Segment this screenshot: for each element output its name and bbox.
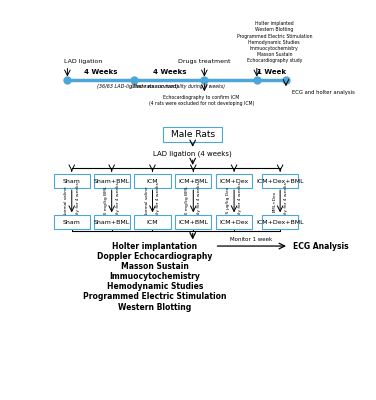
Text: Sham: Sham	[63, 220, 81, 224]
Text: 10 mg/kg BML: 10 mg/kg BML	[104, 186, 108, 217]
Text: ICM+Dex: ICM+Dex	[220, 220, 249, 224]
Text: (There was no mortality during 4 weeks): (There was no mortality during 4 weeks)	[131, 84, 225, 89]
Text: Daily for 4 weeks: Daily for 4 weeks	[238, 183, 242, 220]
Text: ICM+Dex+BML: ICM+Dex+BML	[256, 178, 304, 184]
FancyBboxPatch shape	[175, 215, 211, 229]
Text: Programmed Electric Stimulation: Programmed Electric Stimulation	[83, 292, 227, 301]
FancyBboxPatch shape	[164, 127, 222, 142]
Text: Daily for 4 weeks: Daily for 4 weeks	[197, 183, 201, 220]
FancyBboxPatch shape	[54, 215, 90, 229]
Text: Daily for 4 weeks: Daily for 4 weeks	[156, 183, 160, 220]
Text: Hemodynamic Studies: Hemodynamic Studies	[107, 282, 203, 291]
Text: LAD ligation: LAD ligation	[65, 59, 103, 64]
Text: Daily for 4 weeks: Daily for 4 weeks	[284, 183, 288, 220]
Text: Male Rats: Male Rats	[171, 130, 215, 139]
Text: 4 Weeks: 4 Weeks	[153, 69, 186, 75]
FancyBboxPatch shape	[135, 215, 171, 229]
Text: 25 μg/kg Dex: 25 μg/kg Dex	[226, 187, 230, 216]
FancyBboxPatch shape	[262, 215, 298, 229]
Text: Sham+BML: Sham+BML	[94, 220, 130, 224]
Text: Doppler Echocardiography: Doppler Echocardiography	[97, 252, 212, 261]
Text: LAD ligation (4 weeks): LAD ligation (4 weeks)	[153, 150, 232, 157]
FancyBboxPatch shape	[94, 174, 130, 188]
Text: Echocardiography to confirm ICM
(4 rats were excluded for not developing ICM): Echocardiography to confirm ICM (4 rats …	[149, 95, 254, 106]
Text: ECG and holter analysis: ECG and holter analysis	[292, 90, 355, 94]
Text: Daily for 4 weeks: Daily for 4 weeks	[76, 183, 80, 220]
FancyBboxPatch shape	[135, 174, 171, 188]
FancyBboxPatch shape	[54, 174, 90, 188]
Text: 10 mg/kg BML: 10 mg/kg BML	[185, 186, 190, 217]
Text: 1 Week: 1 Week	[257, 69, 286, 75]
Text: (36/63 LAD-ligated rats survived): (36/63 LAD-ligated rats survived)	[97, 84, 178, 89]
FancyBboxPatch shape	[216, 174, 252, 188]
Text: ECG Analysis: ECG Analysis	[293, 242, 349, 250]
Text: Sham: Sham	[63, 178, 81, 184]
Text: Normal saline: Normal saline	[145, 187, 149, 216]
Text: ICM+BML: ICM+BML	[178, 220, 208, 224]
FancyBboxPatch shape	[175, 174, 211, 188]
Text: ICM: ICM	[147, 220, 158, 224]
Text: Western Blotting: Western Blotting	[118, 302, 191, 312]
Text: ICM+Dex+BML: ICM+Dex+BML	[256, 220, 304, 224]
Text: Holter implanted
Western Blotting
Programmed Electric Stimulation
Hemodynamic St: Holter implanted Western Blotting Progra…	[237, 21, 312, 63]
Text: ICM+Dex: ICM+Dex	[220, 178, 249, 184]
Text: Monitor 1 week: Monitor 1 week	[230, 237, 272, 242]
Text: 4 Weeks: 4 Weeks	[84, 69, 118, 75]
Text: Holter implantation: Holter implantation	[112, 242, 197, 250]
Text: Normal saline: Normal saline	[64, 187, 68, 216]
Text: Sham+BML: Sham+BML	[94, 178, 130, 184]
Text: Immuocytochemistry: Immuocytochemistry	[109, 272, 200, 281]
FancyBboxPatch shape	[216, 215, 252, 229]
Text: Drugs treatment: Drugs treatment	[178, 59, 230, 64]
Text: ICM: ICM	[147, 178, 158, 184]
Text: ICM+BML: ICM+BML	[178, 178, 208, 184]
Text: BML+Dex: BML+Dex	[272, 191, 276, 212]
Text: Daily for 4 weeks: Daily for 4 weeks	[115, 183, 120, 220]
FancyBboxPatch shape	[262, 174, 298, 188]
FancyBboxPatch shape	[94, 215, 130, 229]
Text: Masson Sustain: Masson Sustain	[121, 262, 189, 271]
